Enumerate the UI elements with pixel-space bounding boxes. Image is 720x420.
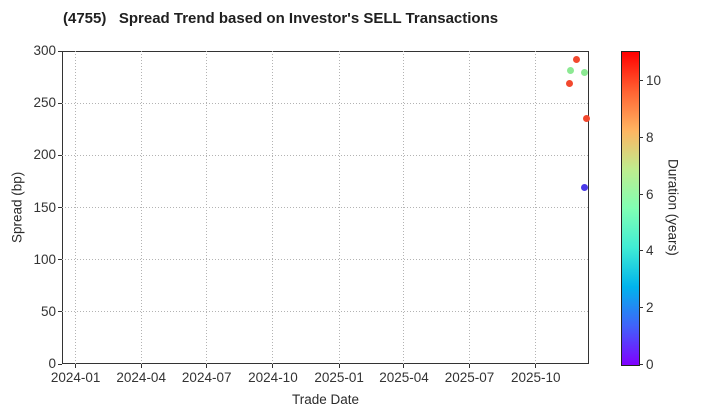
colorbar-tick-mark [639,80,643,82]
colorbar-tick-label: 6 [646,186,654,202]
y-tick-label: 0 [48,356,56,371]
chart-title: (4755) Spread Trend based on Investor's … [63,10,499,27]
x-tick-mark [75,364,77,368]
colorbar-tick-mark [639,136,643,138]
y-tick-mark [58,207,62,208]
y-tick-label: 300 [33,43,56,58]
x-tick-mark [140,364,142,368]
x-tick-label: 2025-07 [444,370,495,385]
y-tick-label: 50 [40,303,56,319]
data-point [581,184,589,192]
data-point [566,67,574,75]
y-gridline [62,102,589,104]
y-tick-mark [58,311,62,313]
colorbar-tick-label: 0 [646,356,654,372]
y-tick-label: 150 [33,199,56,215]
data-point [573,55,581,63]
colorbar-tick-label: 8 [646,129,654,145]
y-tick-label: 250 [33,95,56,111]
y-gridline [62,311,589,313]
y-gridline [62,259,589,261]
x-tick-label: 2025-10 [510,370,561,385]
colorbar-label: Duration (years) [665,159,681,256]
y-tick-mark [58,363,62,365]
data-point [582,115,590,123]
y-gridline [62,207,589,208]
x-tick-mark [468,364,470,368]
x-tick-mark [403,364,405,368]
x-axis-label: Trade Date [291,392,360,407]
y-tick-mark [58,50,62,52]
x-tick-mark [535,364,537,368]
x-tick-mark [272,364,274,368]
data-point [566,79,574,87]
y-tick-mark [58,259,62,261]
y-gridline [62,154,589,156]
x-tick-label: 2024-10 [248,370,298,385]
colorbar-gradient [621,51,640,366]
y-tick-label: 200 [33,147,56,163]
x-tick-mark [338,364,340,368]
colorbar-tick-mark [639,250,643,252]
colorbar-tick-mark [639,306,643,308]
x-tick-mark [206,364,208,368]
colorbar-tick-label: 2 [646,299,654,315]
y-tick-label: 100 [33,251,56,267]
colorbar-tick-mark [639,193,643,195]
x-tick-label: 2025-01 [314,370,364,385]
x-tick-label: 2025-04 [379,370,429,385]
x-tick-label: 2024-07 [181,370,232,385]
colorbar-tick-label: 10 [646,73,662,89]
colorbar-tick-mark [639,363,643,365]
x-tick-label: 2024-01 [50,370,101,385]
x-tick-label: 2024-04 [116,370,166,385]
colorbar-tick-label: 4 [646,243,654,259]
data-point [581,69,589,77]
y-tick-mark [58,102,62,104]
y-tick-mark [58,154,62,156]
